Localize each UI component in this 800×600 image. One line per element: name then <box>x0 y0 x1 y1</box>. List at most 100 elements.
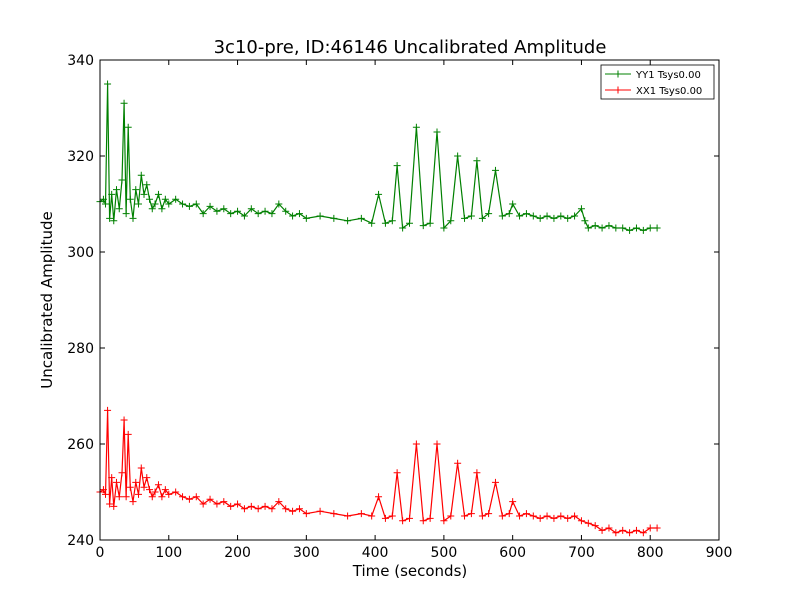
data-point-xx1 <box>126 483 134 491</box>
data-point-xx1 <box>393 469 401 477</box>
data-point-xx1 <box>639 529 647 537</box>
data-point-xx1 <box>135 490 143 498</box>
data-point-xx1 <box>550 514 558 522</box>
data-point-yy1 <box>433 128 441 136</box>
data-point-yy1 <box>146 195 154 203</box>
data-point-yy1 <box>118 176 126 184</box>
data-point-yy1 <box>104 80 112 88</box>
data-point-xx1 <box>619 526 627 534</box>
data-point-xx1 <box>426 514 434 522</box>
data-point-xx1 <box>632 526 640 534</box>
data-point-yy1 <box>275 200 283 208</box>
data-point-yy1 <box>137 171 145 179</box>
data-point-xx1 <box>653 524 661 532</box>
data-point-xx1 <box>591 522 599 530</box>
data-point-yy1 <box>220 205 228 213</box>
legend-box <box>600 64 715 100</box>
data-point-xx1 <box>254 505 262 513</box>
data-point-yy1 <box>584 224 592 232</box>
data-point-yy1 <box>120 99 128 107</box>
data-point-yy1 <box>295 210 303 218</box>
data-point-xx1 <box>165 490 173 498</box>
data-point-xx1 <box>148 493 156 501</box>
data-point-xx1 <box>467 510 475 518</box>
data-point-xx1 <box>399 517 407 525</box>
data-point-yy1 <box>316 212 324 220</box>
data-point-yy1 <box>581 217 589 225</box>
data-point-yy1 <box>172 195 180 203</box>
data-point-xx1 <box>275 498 283 506</box>
data-point-xx1 <box>516 512 524 520</box>
data-point-yy1 <box>653 224 661 232</box>
data-point-xx1 <box>106 500 114 508</box>
data-point-yy1 <box>393 162 401 170</box>
x-axis-title: Time (seconds) <box>352 562 468 580</box>
data-point-xx1 <box>584 519 592 527</box>
data-point-xx1 <box>505 510 513 518</box>
data-point-xx1 <box>491 478 499 486</box>
data-point-xx1 <box>473 469 481 477</box>
x-tick-label: 500 <box>431 545 458 561</box>
data-point-yy1 <box>406 219 413 227</box>
data-point-yy1 <box>192 200 200 208</box>
data-point-yy1 <box>536 214 544 222</box>
data-point-xx1 <box>316 507 324 515</box>
data-point-yy1 <box>154 190 162 198</box>
data-point-xx1 <box>485 510 493 518</box>
data-point-yy1 <box>185 202 193 210</box>
data-point-yy1 <box>357 214 365 222</box>
data-point-yy1 <box>113 186 121 194</box>
y-tick-label: 300 <box>67 245 94 261</box>
data-point-xx1 <box>240 505 248 513</box>
data-point-xx1 <box>498 512 506 520</box>
data-point-yy1 <box>577 205 585 213</box>
data-point-yy1 <box>234 207 242 215</box>
data-point-yy1 <box>454 152 462 160</box>
data-point-yy1 <box>368 219 376 227</box>
data-point-yy1 <box>106 214 114 222</box>
data-point-yy1 <box>646 224 654 232</box>
data-point-yy1 <box>151 200 159 208</box>
data-point-yy1 <box>132 186 140 194</box>
data-point-xx1 <box>199 500 207 508</box>
data-point-yy1 <box>143 181 151 189</box>
data-point-yy1 <box>375 190 383 198</box>
data-point-yy1 <box>478 214 486 222</box>
data-point-xx1 <box>104 406 112 414</box>
data-point-xx1 <box>118 469 126 477</box>
y-axis-title: Uncalibrated Amplitude <box>38 211 56 388</box>
data-point-xx1 <box>220 498 228 506</box>
data-point-yy1 <box>268 210 276 218</box>
data-point-xx1 <box>247 502 255 510</box>
data-point-xx1 <box>143 474 151 482</box>
data-point-xx1 <box>577 517 585 525</box>
data-point-yy1 <box>199 210 207 218</box>
data-point-xx1 <box>529 512 537 520</box>
data-point-yy1 <box>522 210 530 218</box>
data-point-yy1 <box>473 157 481 165</box>
data-point-yy1 <box>254 210 262 218</box>
data-point-xx1 <box>368 512 376 520</box>
data-point-xx1 <box>612 529 620 537</box>
data-point-yy1 <box>115 205 123 213</box>
data-point-xx1 <box>454 459 462 467</box>
data-point-xx1 <box>509 498 517 506</box>
data-point-xx1 <box>406 514 413 522</box>
data-point-xx1 <box>626 529 634 537</box>
data-point-xx1 <box>295 505 303 513</box>
data-point-yy1 <box>124 123 132 131</box>
data-point-yy1 <box>247 205 255 213</box>
data-point-yy1 <box>161 195 169 203</box>
data-point-xx1 <box>137 464 145 472</box>
data-point-xx1 <box>461 512 469 520</box>
data-point-yy1 <box>282 207 290 215</box>
data-point-xx1 <box>536 514 544 522</box>
data-point-yy1 <box>412 123 420 131</box>
data-point-yy1 <box>571 212 579 220</box>
data-point-yy1 <box>302 214 310 222</box>
data-point-yy1 <box>505 210 513 218</box>
data-point-xx1 <box>440 517 448 525</box>
data-point-yy1 <box>461 214 469 222</box>
data-point-xx1 <box>261 502 269 510</box>
